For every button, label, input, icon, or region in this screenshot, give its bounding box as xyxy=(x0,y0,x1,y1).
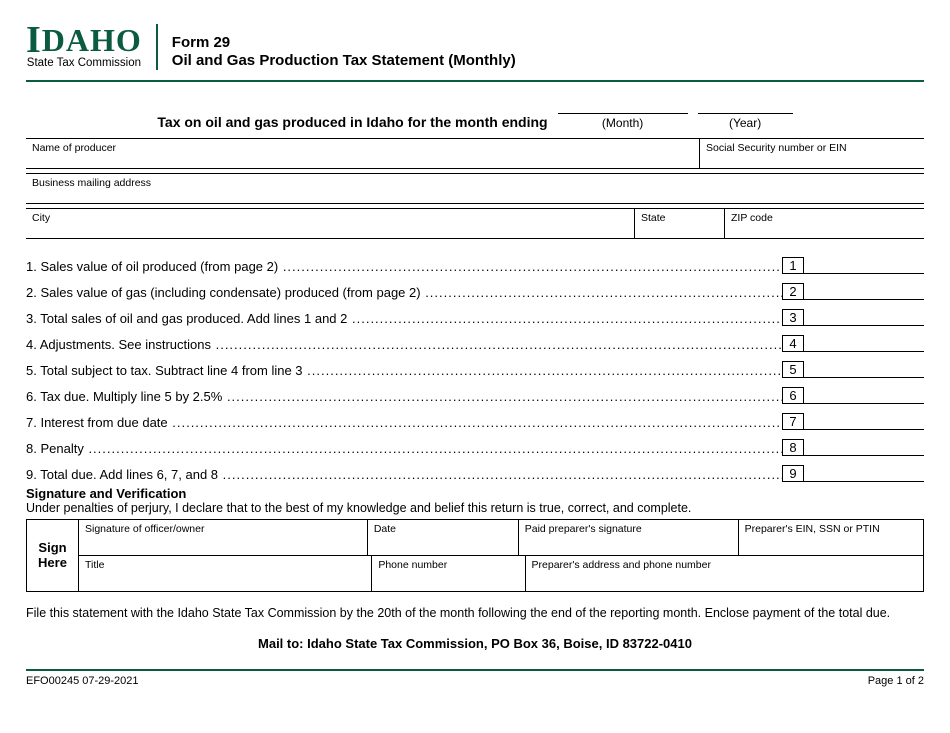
form-code: EFO00245 07-29-2021 xyxy=(26,675,139,687)
city-field[interactable]: City xyxy=(26,209,634,239)
agency-logo: IIDAHODAHO State Tax Commission xyxy=(26,24,158,70)
signature-date-field[interactable]: Date xyxy=(367,520,518,555)
line-8-num: 8 xyxy=(782,439,804,456)
page-number: Page 1 of 2 xyxy=(868,675,924,687)
line-6-label: 6. Tax due. Multiply line 5 by 2.5% xyxy=(26,389,782,404)
line-3-amount[interactable] xyxy=(804,325,924,326)
line-6-amount[interactable] xyxy=(804,403,924,404)
line-7-num: 7 xyxy=(782,413,804,430)
title-field[interactable]: Title xyxy=(79,556,371,591)
line-9-label: 9. Total due. Add lines 6, 7, and 8 xyxy=(26,467,782,482)
period-line: Tax on oil and gas produced in Idaho for… xyxy=(26,98,924,130)
line-9-amount[interactable] xyxy=(804,481,924,482)
mail-to-address: Mail to: Idaho State Tax Commission, PO … xyxy=(26,636,924,651)
line-9-num: 9 xyxy=(782,465,804,482)
line-4-amount[interactable] xyxy=(804,351,924,352)
line-2-amount[interactable] xyxy=(804,299,924,300)
line-1: 1. Sales value of oil produced (from pag… xyxy=(26,257,924,274)
month-slot[interactable]: (Month) xyxy=(558,98,688,130)
form-header: IIDAHODAHO State Tax Commission Form 29 … xyxy=(26,24,924,70)
logo-wordmark: IIDAHODAHO xyxy=(26,24,142,56)
line-1-num: 1 xyxy=(782,257,804,274)
preparer-ein-field[interactable]: Preparer's EIN, SSN or PTIN xyxy=(738,520,923,555)
sign-here-label: Sign Here xyxy=(27,520,79,591)
line-7-label: 7. Interest from due date xyxy=(26,415,782,430)
year-slot[interactable]: (Year) xyxy=(698,98,793,130)
line-5: 5. Total subject to tax. Subtract line 4… xyxy=(26,361,924,378)
line-6: 6. Tax due. Multiply line 5 by 2.5% 6 xyxy=(26,387,924,404)
line-1-amount[interactable] xyxy=(804,273,924,274)
line-2-label: 2. Sales value of gas (including condens… xyxy=(26,285,782,300)
line-3-label: 3. Total sales of oil and gas produced. … xyxy=(26,311,782,326)
line-7: 7. Interest from due date 7 xyxy=(26,413,924,430)
computation-lines: 1. Sales value of oil produced (from pag… xyxy=(26,257,924,482)
line-4-label: 4. Adjustments. See instructions xyxy=(26,337,782,352)
page-footer: EFO00245 07-29-2021 Page 1 of 2 xyxy=(26,675,924,687)
line-8-amount[interactable] xyxy=(804,455,924,456)
signature-table: Sign Here Signature of officer/owner Dat… xyxy=(26,519,924,592)
line-5-amount[interactable] xyxy=(804,377,924,378)
line-6-num: 6 xyxy=(782,387,804,404)
agency-name: State Tax Commission xyxy=(27,58,141,70)
filing-instructions: File this statement with the Idaho State… xyxy=(26,606,924,620)
preparer-address-field[interactable]: Preparer's address and phone number xyxy=(525,556,923,591)
preparer-signature-field[interactable]: Paid preparer's signature xyxy=(518,520,738,555)
line-5-num: 5 xyxy=(782,361,804,378)
line-5-label: 5. Total subject to tax. Subtract line 4… xyxy=(26,363,782,378)
line-4-num: 4 xyxy=(782,335,804,352)
title-block: Form 29 Oil and Gas Production Tax State… xyxy=(172,34,516,70)
period-intro: Tax on oil and gas produced in Idaho for… xyxy=(157,114,547,130)
producer-name-field[interactable]: Name of producer xyxy=(26,139,699,169)
signature-heading: Signature and Verification xyxy=(26,486,924,501)
line-3: 3. Total sales of oil and gas produced. … xyxy=(26,309,924,326)
producer-info-grid: Name of producer Social Security number … xyxy=(26,138,924,239)
signature-declaration: Under penalties of perjury, I declare th… xyxy=(26,501,924,515)
line-7-amount[interactable] xyxy=(804,429,924,430)
mailing-address-field[interactable]: Business mailing address xyxy=(26,173,924,204)
line-2: 2. Sales value of gas (including condens… xyxy=(26,283,924,300)
line-1-label: 1. Sales value of oil produced (from pag… xyxy=(26,259,782,274)
line-8-label: 8. Penalty xyxy=(26,441,782,456)
header-rule xyxy=(26,80,924,82)
line-8: 8. Penalty 8 xyxy=(26,439,924,456)
form-number: Form 29 xyxy=(172,34,516,52)
line-4: 4. Adjustments. See instructions 4 xyxy=(26,335,924,352)
officer-signature-field[interactable]: Signature of officer/owner xyxy=(79,520,367,555)
zip-field[interactable]: ZIP code xyxy=(724,209,924,239)
line-9: 9. Total due. Add lines 6, 7, and 8 9 xyxy=(26,465,924,482)
footer-rule xyxy=(26,669,924,671)
line-3-num: 3 xyxy=(782,309,804,326)
state-field[interactable]: State xyxy=(634,209,724,239)
form-title: Oil and Gas Production Tax Statement (Mo… xyxy=(172,52,516,70)
phone-field[interactable]: Phone number xyxy=(371,556,524,591)
line-2-num: 2 xyxy=(782,283,804,300)
ssn-ein-field[interactable]: Social Security number or EIN xyxy=(699,139,924,169)
